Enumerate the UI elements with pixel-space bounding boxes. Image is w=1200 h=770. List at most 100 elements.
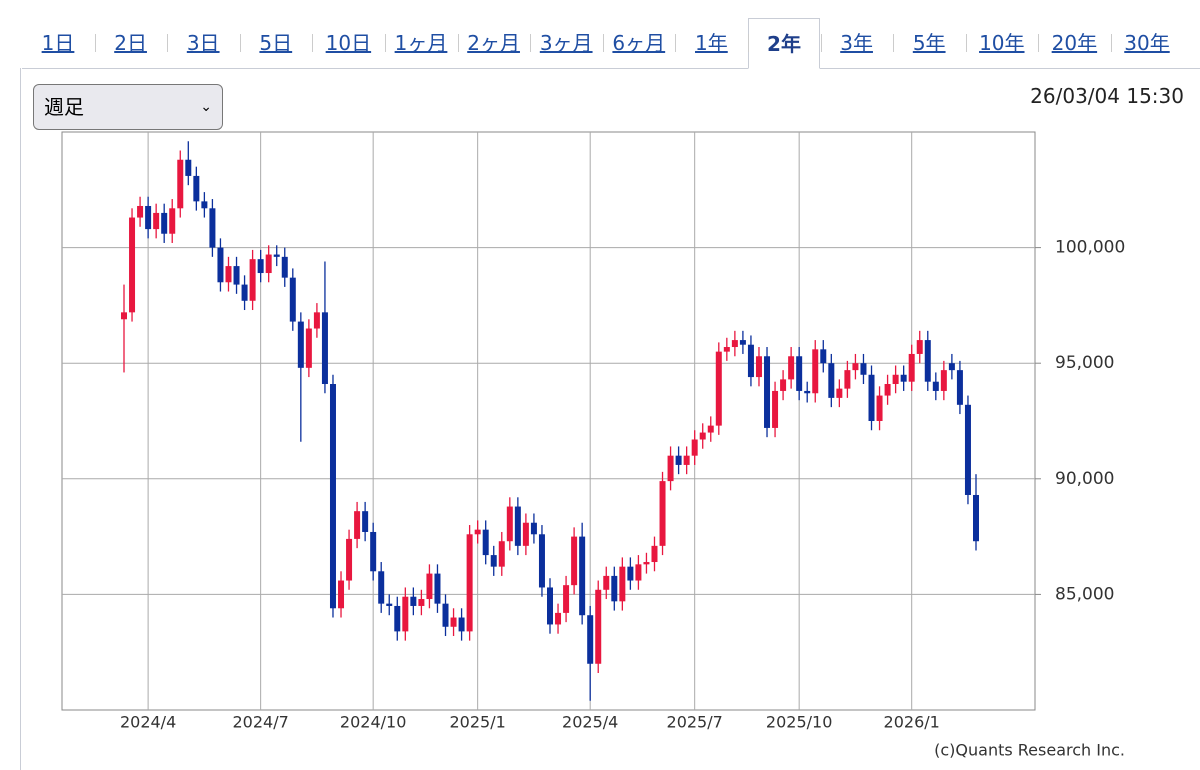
candle-body	[434, 573, 441, 604]
y-tick-label: 100,000	[1055, 238, 1125, 258]
candle-body	[305, 328, 312, 368]
candle-body	[675, 455, 682, 465]
timestamp: 26/03/04 15:30	[1030, 84, 1184, 108]
candle-body	[346, 538, 353, 581]
tab-separator	[820, 34, 822, 52]
candle-body	[378, 571, 385, 604]
candle-body	[547, 587, 553, 625]
candle-body	[265, 254, 272, 274]
chevron: ⌄	[200, 99, 212, 115]
candle-body	[940, 370, 947, 391]
period-tab[interactable]: 1年	[695, 31, 728, 55]
tab-separator	[1038, 34, 1040, 52]
candle-body	[900, 374, 907, 382]
candle-body	[297, 321, 304, 368]
candle-body	[836, 388, 843, 398]
candle-body	[772, 390, 779, 428]
candle-body	[747, 344, 754, 378]
period-tab[interactable]: 20年	[1051, 31, 1098, 55]
period-tab[interactable]: 10日	[325, 31, 372, 55]
x-tick-label: 2025/1	[450, 713, 506, 732]
candle-body	[603, 575, 610, 590]
candle-body	[153, 212, 160, 230]
period-select[interactable]: 週足 ⌄	[33, 84, 223, 130]
period-tab[interactable]: 3日	[186, 31, 220, 55]
period-tab[interactable]: 1日	[41, 31, 75, 55]
tab-separator	[457, 34, 459, 52]
candle-body	[691, 439, 698, 456]
candle-body	[249, 259, 256, 301]
candle-body	[394, 605, 401, 632]
candle-body	[354, 511, 361, 539]
period-tab[interactable]: 3ヶ月	[539, 31, 593, 55]
candle-body	[555, 612, 562, 625]
candle-body	[868, 374, 875, 421]
x-tick-label: 2026/1	[884, 713, 940, 732]
tab-separator	[675, 34, 677, 52]
candle-body	[386, 603, 393, 606]
candle-body	[161, 212, 168, 234]
y-tick-label: 85,000	[1055, 584, 1114, 604]
candle-body	[169, 208, 176, 234]
candle-body	[530, 522, 537, 535]
candle-body	[209, 208, 216, 248]
candle-body	[129, 217, 136, 313]
candle-body	[177, 159, 184, 209]
candle-body	[699, 432, 706, 440]
tab-separator	[94, 34, 96, 52]
candle-body	[185, 159, 192, 176]
candle-body	[804, 390, 811, 394]
candle-body	[257, 259, 264, 274]
candle-body	[764, 356, 771, 428]
tab-separator	[965, 34, 967, 52]
candle-body	[482, 529, 489, 556]
x-tick-label: 2024/7	[232, 713, 288, 732]
candle-body	[707, 425, 714, 433]
plot-frame	[61, 131, 1036, 711]
candle-body	[426, 573, 433, 600]
candle-body	[619, 566, 626, 602]
x-tick-label: 2025/10	[766, 713, 832, 732]
candle-body	[852, 363, 859, 371]
tab-separator	[312, 34, 314, 52]
period-tab[interactable]: 1ヶ月	[394, 31, 448, 55]
candle-body	[241, 284, 248, 301]
period-tab[interactable]: 2年	[748, 18, 820, 69]
candle-body	[458, 617, 465, 632]
candle-body	[121, 312, 127, 320]
candle-body	[450, 617, 457, 627]
candle-body	[828, 363, 835, 398]
candle-body	[892, 374, 899, 385]
candle-body	[313, 312, 320, 329]
tab-separator	[530, 34, 532, 52]
candle-body	[466, 534, 473, 632]
candle-body	[884, 384, 891, 396]
period-tab[interactable]: 2日	[114, 31, 147, 55]
candle-body	[442, 603, 449, 627]
period-tab[interactable]: 10年	[979, 31, 1025, 55]
period-tab[interactable]: 3年	[840, 31, 873, 55]
tab-separator	[385, 34, 386, 52]
period-tab[interactable]: 2ヶ月	[467, 31, 520, 55]
candle-body	[860, 363, 867, 375]
candle-body	[362, 511, 369, 532]
period-tab[interactable]: 6ヶ月	[612, 31, 666, 55]
period-tab[interactable]: 5日	[259, 31, 293, 55]
candle-body	[948, 363, 955, 371]
candle-body	[731, 340, 738, 348]
tab-separator	[1111, 34, 1112, 52]
tab-separator	[167, 34, 169, 52]
candle-body	[916, 340, 923, 354]
candle-body	[233, 266, 240, 285]
period-tab[interactable]: 5年	[912, 31, 946, 55]
tab-separator	[239, 34, 241, 52]
candle-body	[908, 353, 915, 382]
credit: (c)Quants Research Inc.	[934, 741, 1125, 760]
candle-body	[338, 580, 345, 609]
candle-body	[739, 340, 746, 345]
y-tick-label: 95,000	[1055, 353, 1114, 373]
period-tab[interactable]: 30年	[1124, 31, 1170, 55]
candle-body	[281, 256, 288, 278]
candle-body	[651, 545, 658, 563]
